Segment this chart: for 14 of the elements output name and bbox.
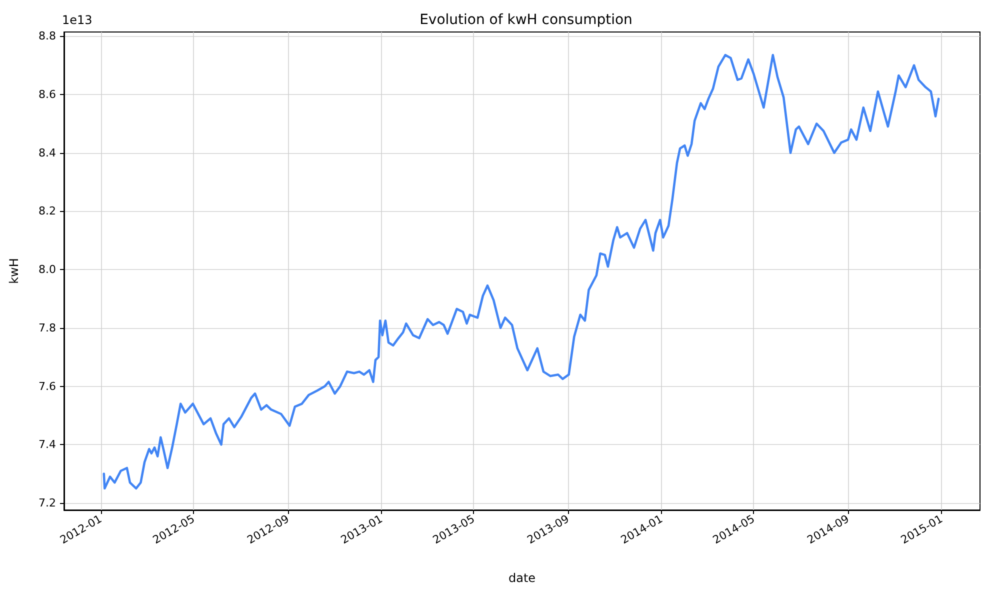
y-tick-label: 8.6 [38,88,56,101]
line-series [102,54,940,490]
y-tick-label: 7.4 [38,438,56,452]
y-tick-label: 8.8 [38,30,56,43]
x-axis-title: date [508,571,536,585]
y-tick-label: 7.8 [38,321,56,334]
y-tick-label: 8.2 [38,204,56,218]
y-tick-label: 7.2 [38,496,56,510]
chart-title: Evolution of kwH consumption [420,12,632,28]
y-tick-label: 7.6 [38,380,56,393]
y-axis-title: kwH [7,258,21,284]
text: 1e13 [62,13,92,27]
y-tick-label: 8.0 [38,263,56,276]
y-tick-label: 8.4 [38,146,56,160]
